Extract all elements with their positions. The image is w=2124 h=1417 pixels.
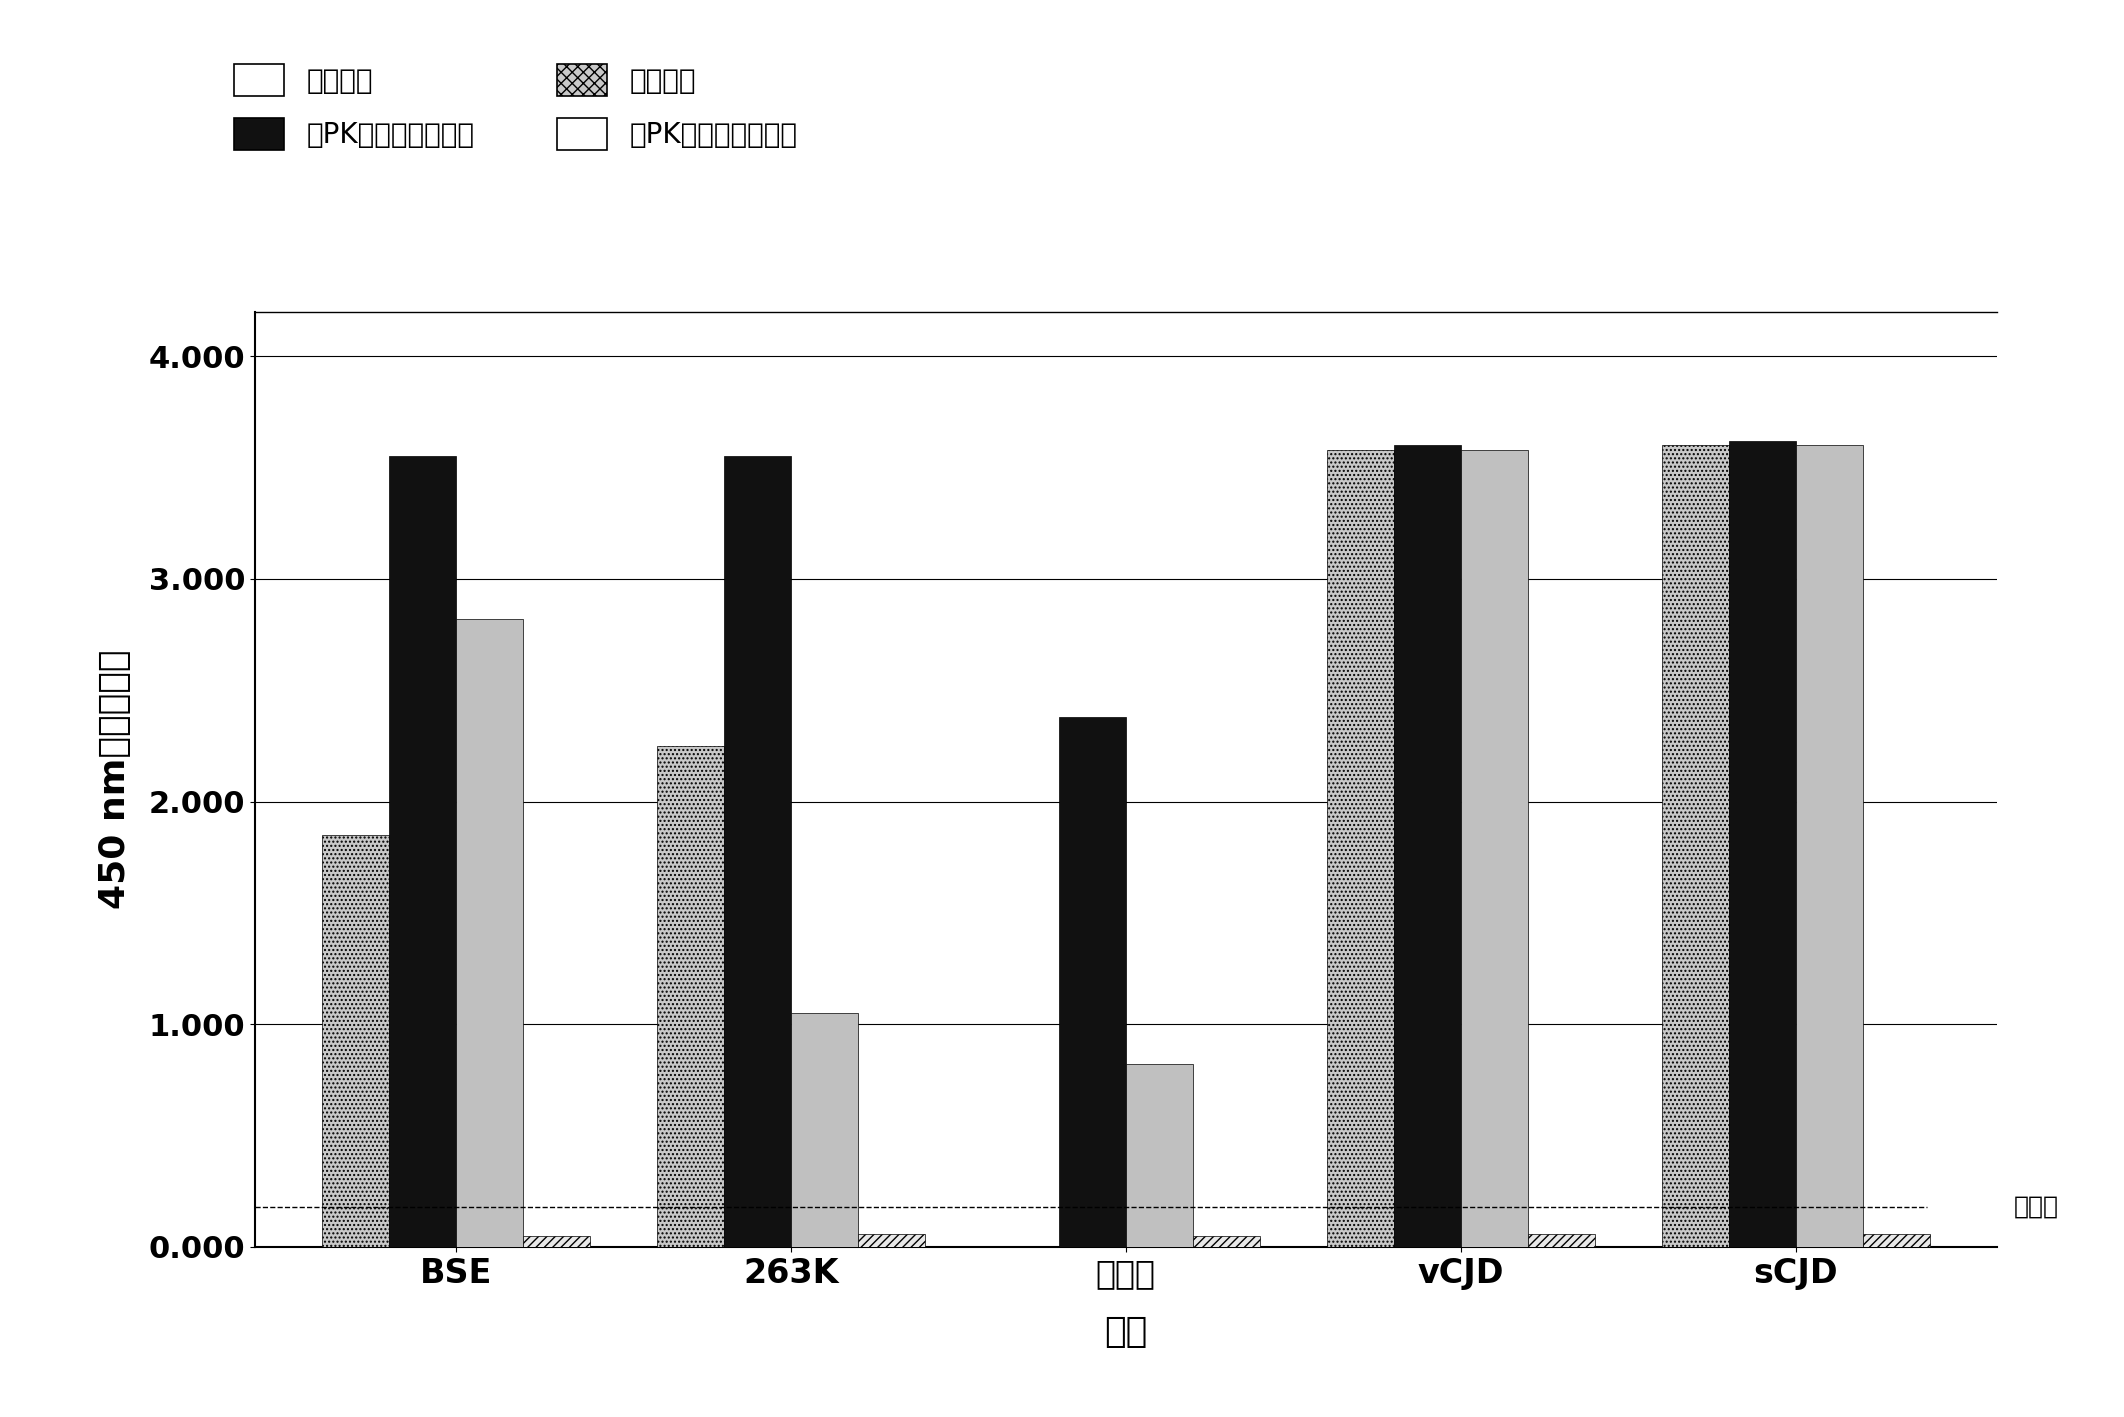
X-axis label: 样品: 样品 [1104, 1315, 1147, 1349]
Legend: 阳性样品, 经PK消化的阳性样品, 阴性样品, 经PK消化的阴性样品: 阳性样品, 经PK消化的阳性样品, 阴性样品, 经PK消化的阴性样品 [234, 64, 799, 150]
Bar [1393, 445, 1461, 1247]
Bar [1661, 445, 1729, 1247]
Bar [858, 1234, 924, 1247]
Bar [523, 1236, 590, 1247]
Bar [656, 745, 724, 1247]
Bar [1058, 717, 1126, 1247]
Text: 检测限: 检测限 [2014, 1195, 2058, 1219]
Bar [724, 456, 790, 1247]
Bar [389, 456, 457, 1247]
Bar [1527, 1234, 1595, 1247]
Bar [1194, 1236, 1260, 1247]
Bar [790, 1013, 858, 1247]
Bar [1863, 1234, 1929, 1247]
Bar [323, 835, 389, 1247]
Bar [457, 619, 523, 1247]
Bar [1461, 449, 1527, 1247]
Bar [1328, 449, 1393, 1247]
Bar [1729, 441, 1795, 1247]
Bar [1795, 445, 1863, 1247]
Bar [1126, 1064, 1194, 1247]
Y-axis label: 450 nm处的吸光率: 450 nm处的吸光率 [98, 649, 132, 910]
